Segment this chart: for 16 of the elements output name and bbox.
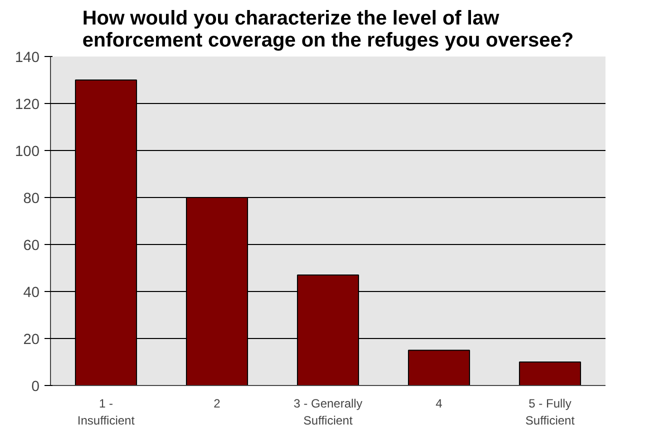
x-tick-label: 4 <box>436 396 443 410</box>
y-tick-label: 80 <box>23 191 40 207</box>
y-tick-label: 100 <box>15 144 40 160</box>
bar <box>408 350 470 386</box>
y-tick-label: 20 <box>23 332 40 348</box>
bar <box>518 362 582 386</box>
x-tick-label: 5 - Fully Sufficient <box>525 396 576 428</box>
y-tick-label: 60 <box>23 238 40 254</box>
y-tick-label: 40 <box>23 285 40 301</box>
x-tick-label: 3 - Generally Sufficient <box>294 396 362 428</box>
chart-title: How would you characterize the level of law enforcement coverage on the refuges you oversee? <box>82 8 574 52</box>
x-tick-label: 1 - Insufficient <box>77 396 136 428</box>
x-tick-label: 2 <box>214 396 221 410</box>
y-tick-label: 0 <box>31 379 40 395</box>
y-tick-label: 120 <box>15 97 40 113</box>
y-tick-label: 140 <box>15 50 40 66</box>
